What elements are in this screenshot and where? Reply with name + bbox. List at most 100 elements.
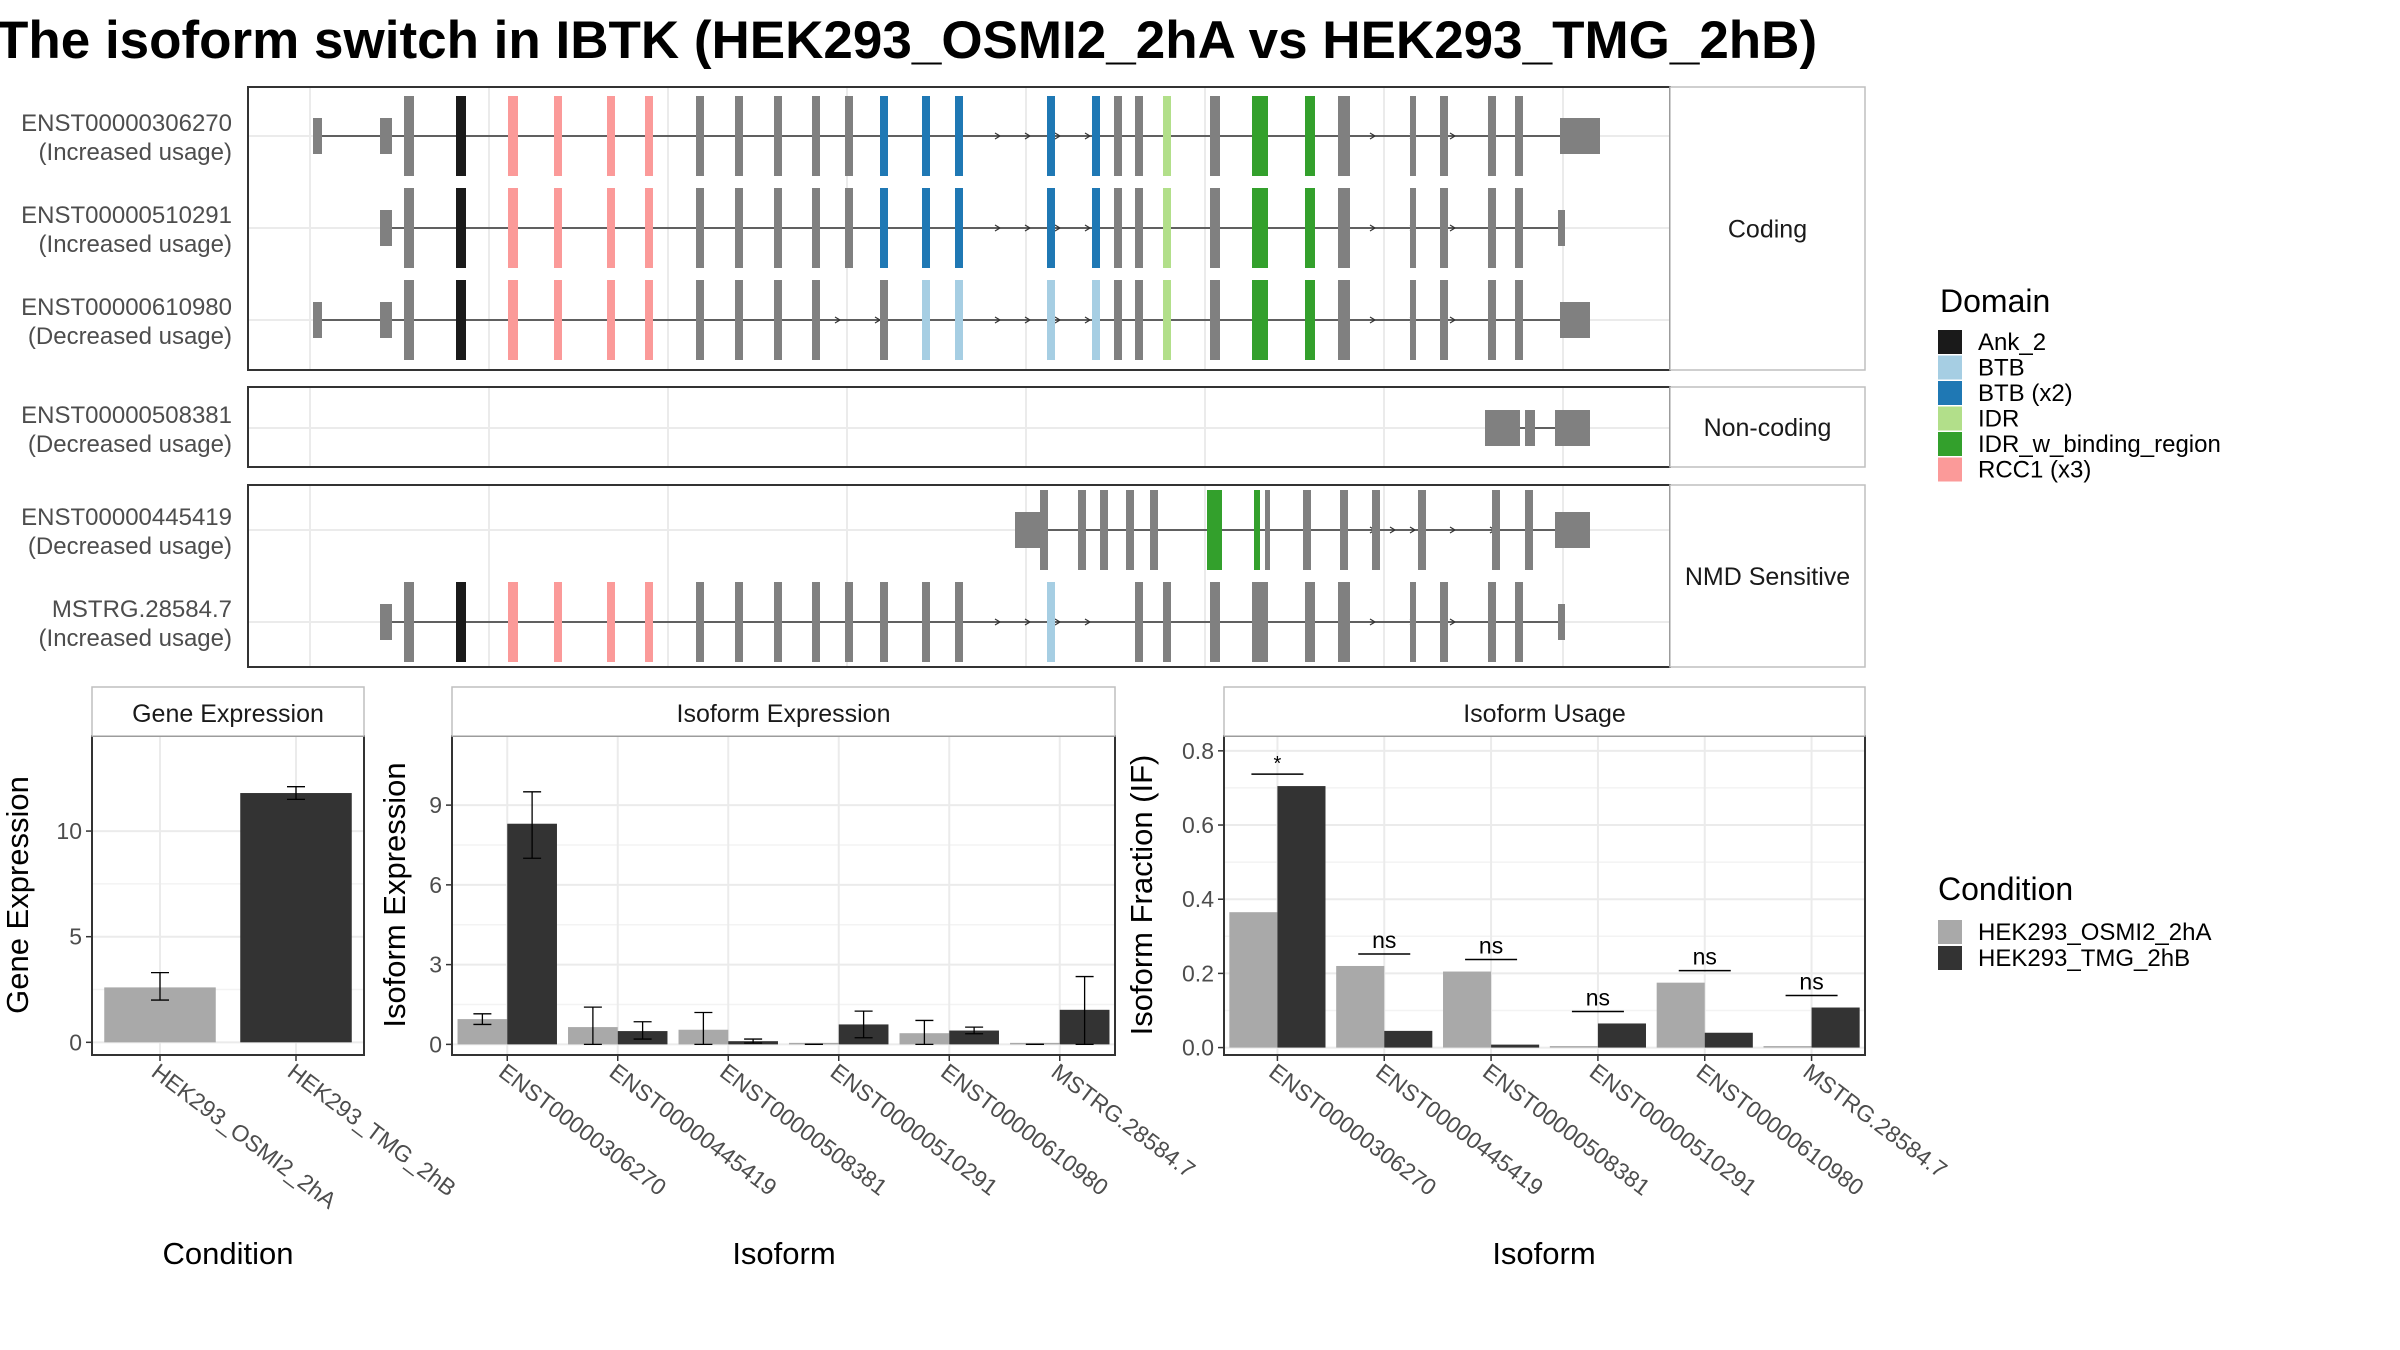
domain-exon bbox=[645, 582, 653, 662]
coding-exon bbox=[1515, 96, 1523, 176]
domain-exon bbox=[922, 188, 930, 268]
domain-legend-label: Ank_2 bbox=[1978, 329, 2046, 356]
coding-exon bbox=[1126, 490, 1134, 570]
coding-exon bbox=[812, 280, 820, 360]
coding-exon bbox=[1078, 490, 1086, 570]
significance-label: ns bbox=[1586, 984, 1610, 1010]
strand-arrow bbox=[1449, 618, 1457, 626]
transcript-model bbox=[380, 582, 1565, 662]
strand-arrow bbox=[1024, 316, 1032, 324]
bar-ENST00000610980-HEK293_TMG_2hB bbox=[1704, 1032, 1753, 1048]
utr-exon bbox=[1485, 410, 1520, 446]
bar-ENST00000510291-HEK293_OSMI2_2hA bbox=[1549, 1046, 1598, 1048]
strand-arrow bbox=[1369, 618, 1377, 626]
y-tick-label: 0.8 bbox=[1182, 738, 1214, 764]
significance-marker: ns bbox=[1358, 927, 1411, 955]
bar-ENST00000445419-HEK293_OSMI2_2hA bbox=[1336, 965, 1385, 1048]
domain-legend-swatch bbox=[1938, 330, 1962, 354]
significance-marker: * bbox=[1251, 753, 1304, 775]
domain-exon bbox=[922, 96, 930, 176]
error-bar bbox=[151, 971, 169, 1001]
coding-exon bbox=[845, 188, 853, 268]
coding-exon bbox=[1114, 280, 1122, 360]
coding-exon bbox=[1338, 96, 1350, 176]
bar-MSTRG.28584.7-HEK293_OSMI2_2hA bbox=[1763, 1046, 1812, 1048]
bar-ENST00000510291-HEK293_OSMI2_2hA bbox=[789, 1042, 839, 1045]
bar-ENST00000510291-HEK293_TMG_2hB bbox=[1597, 1023, 1646, 1048]
domain-exon bbox=[1305, 188, 1315, 268]
coding-exon bbox=[1340, 490, 1348, 570]
domain-exon bbox=[1207, 490, 1222, 570]
utr-exon bbox=[1560, 302, 1590, 338]
coding-exon bbox=[1410, 280, 1416, 360]
y-axis-label: Gene Expression bbox=[0, 776, 35, 1014]
coding-exon bbox=[1515, 188, 1523, 268]
x-axis-label: Isoform bbox=[1492, 1236, 1595, 1271]
coding-exon bbox=[1440, 188, 1448, 268]
transcript-model bbox=[1015, 490, 1590, 570]
coding-exon bbox=[812, 582, 820, 662]
utr-exon bbox=[380, 302, 392, 338]
strand-arrow bbox=[994, 132, 1002, 140]
strand-arrow bbox=[1369, 316, 1377, 324]
domain-exon bbox=[1254, 490, 1260, 570]
domain-exon bbox=[1305, 280, 1315, 360]
coding-exon bbox=[1338, 280, 1350, 360]
y-tick-label: 0 bbox=[429, 1031, 442, 1057]
domain-legend-swatch bbox=[1938, 355, 1962, 380]
domain-exon bbox=[645, 188, 653, 268]
condition-legend-label: HEK293_TMG_2hB bbox=[1978, 945, 2190, 972]
coding-exon bbox=[1100, 490, 1108, 570]
y-tick-label: 0.0 bbox=[1182, 1035, 1214, 1061]
strand-arrow bbox=[1369, 132, 1377, 140]
chart-title: Gene Expression bbox=[132, 700, 324, 728]
strand-arrow bbox=[1054, 132, 1062, 140]
domain-legend-label: RCC1 (x3) bbox=[1978, 457, 2091, 484]
coding-exon bbox=[1210, 582, 1220, 662]
coding-exon bbox=[1210, 280, 1220, 360]
domain-exon bbox=[607, 280, 615, 360]
coding-exon bbox=[735, 582, 743, 662]
coding-exon bbox=[880, 582, 888, 662]
y-tick-label: 0.2 bbox=[1182, 960, 1214, 986]
domain-exon bbox=[456, 96, 466, 176]
domain-legend-label: IDR bbox=[1978, 406, 2019, 433]
coding-exon bbox=[404, 188, 414, 268]
domain-exon bbox=[508, 582, 518, 662]
significance-marker: ns bbox=[1785, 969, 1838, 997]
bar-ENST00000445419-HEK293_TMG_2hB bbox=[1384, 1030, 1433, 1048]
domain-exon bbox=[1163, 188, 1171, 268]
domain-legend-swatch bbox=[1938, 457, 1962, 482]
utr-exon bbox=[1525, 410, 1535, 446]
domain-exon bbox=[554, 582, 562, 662]
transcript-id-label: ENST00000306270 bbox=[21, 110, 232, 137]
coding-exon bbox=[404, 280, 414, 360]
coding-exon bbox=[1265, 490, 1270, 570]
domain-exon bbox=[456, 582, 466, 662]
coding-exon bbox=[1372, 490, 1380, 570]
significance-marker: ns bbox=[1678, 944, 1731, 972]
plot-background bbox=[452, 736, 1115, 1055]
strand-arrow bbox=[1389, 526, 1397, 534]
strand-arrow bbox=[1054, 224, 1062, 232]
chart-title-strip bbox=[451, 686, 1116, 737]
bar-MSTRG.28584.7-HEK293_OSMI2_2hA bbox=[1010, 1042, 1060, 1045]
domain-exon bbox=[1163, 96, 1171, 176]
bar-ENST00000508381-HEK293_OSMI2_2hA bbox=[1443, 971, 1492, 1048]
coding-exon bbox=[1150, 490, 1158, 570]
domain-exon bbox=[607, 188, 615, 268]
error-bar bbox=[287, 786, 305, 801]
domain-exon bbox=[955, 280, 963, 360]
coding-exon bbox=[696, 582, 704, 662]
error-bar bbox=[694, 1011, 713, 1046]
transcript-usage-label: (Increased usage) bbox=[39, 139, 232, 166]
chart-title-strip bbox=[91, 686, 365, 737]
utr-exon bbox=[380, 118, 392, 154]
domain-exon bbox=[1047, 188, 1055, 268]
coding-exon bbox=[735, 188, 743, 268]
utr-exon bbox=[380, 604, 392, 640]
coding-exon bbox=[696, 96, 704, 176]
